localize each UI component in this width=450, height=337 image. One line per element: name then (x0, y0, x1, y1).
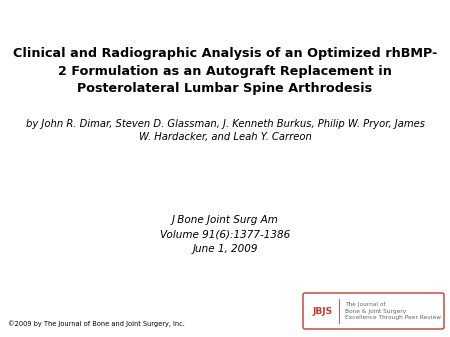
Text: Clinical and Radiographic Analysis of an Optimized rhBMP-
2 Formulation as an Au: Clinical and Radiographic Analysis of an… (13, 47, 437, 95)
Text: J Bone Joint Surg Am
Volume 91(6):1377-1386
June 1, 2009: J Bone Joint Surg Am Volume 91(6):1377-1… (160, 215, 290, 254)
Text: JBJS: JBJS (313, 306, 333, 315)
Text: by John R. Dimar, Steven D. Glassman, J. Kenneth Burkus, Philip W. Pryor, James
: by John R. Dimar, Steven D. Glassman, J.… (26, 119, 424, 142)
FancyBboxPatch shape (303, 293, 444, 329)
Text: The Journal of
Bone & Joint Surgery
Excellence Through Peer Review: The Journal of Bone & Joint Surgery Exce… (345, 302, 441, 320)
Text: ©2009 by The Journal of Bone and Joint Surgery, Inc.: ©2009 by The Journal of Bone and Joint S… (8, 320, 185, 327)
